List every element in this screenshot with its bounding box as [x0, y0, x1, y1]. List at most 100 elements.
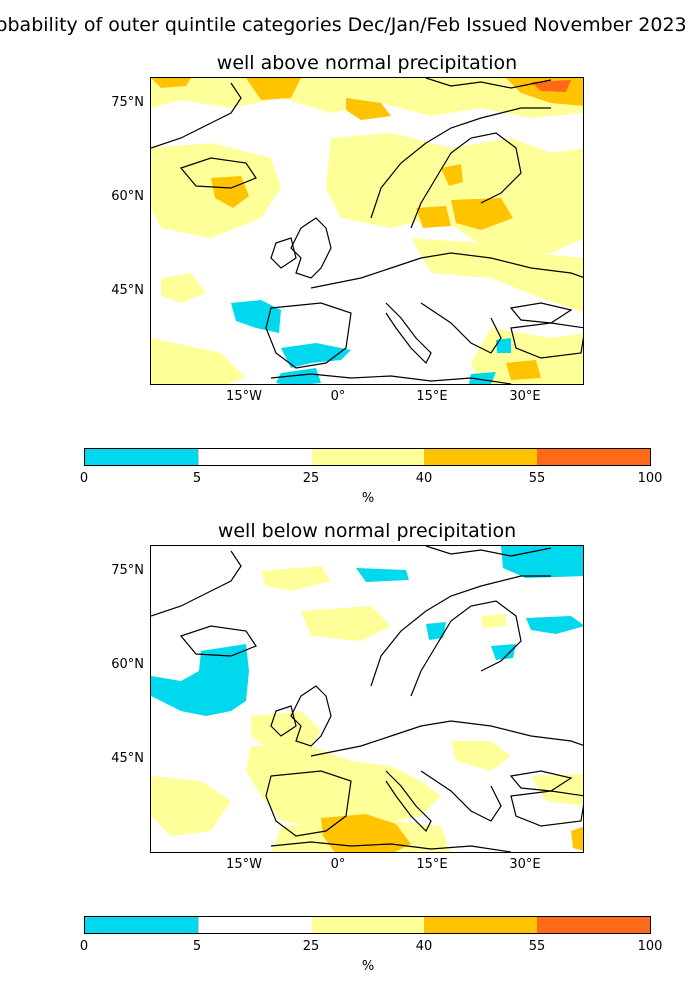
coast-ireland	[270, 237, 297, 269]
coast-italy	[385, 302, 432, 365]
coast-iberia	[265, 770, 352, 837]
shading-light-yellow	[151, 78, 583, 384]
shading-cyan	[231, 300, 511, 384]
coast-europe-main	[310, 720, 583, 757]
lat-label-60n: 60°N	[111, 657, 144, 672]
coastlines	[151, 546, 583, 852]
colorbar-tick: 5	[192, 471, 202, 486]
gold-north-3	[346, 98, 391, 120]
coast-norway	[370, 107, 551, 219]
lat-label-45n: 45°N	[111, 283, 144, 298]
shade-balkans	[451, 741, 511, 771]
colorbar-tick: 40	[415, 939, 433, 954]
coast-iceland	[179, 625, 257, 657]
shading-gold	[321, 814, 583, 852]
map-above-normal-svg	[151, 78, 583, 384]
coast-europe-main	[310, 252, 583, 289]
coast-sweden-finland	[410, 600, 522, 697]
lon-label-30e: 30°E	[509, 857, 541, 872]
cyan-sweden	[426, 622, 446, 640]
coast-iceland	[179, 157, 257, 189]
coast-iberia	[265, 302, 352, 369]
colorbar-tick: 0	[79, 471, 89, 486]
colorbar-below	[84, 916, 651, 934]
colorbar-bin-25-40	[311, 917, 425, 933]
shade-norwegian-sea	[301, 606, 391, 641]
coast-britain	[290, 685, 332, 747]
panel-title-below: well below normal precipitation	[217, 520, 517, 542]
lon-label-30e: 30°E	[509, 389, 541, 404]
cyan-finland	[491, 644, 516, 660]
shade-iberia	[246, 746, 441, 828]
shading-orange	[531, 80, 571, 92]
coast-ireland	[270, 705, 297, 737]
colorbar-bin-25-40	[311, 449, 425, 465]
colorbar-bin-0-5	[85, 917, 198, 933]
gold-east-edge	[571, 826, 583, 851]
shade-south-west	[151, 338, 246, 384]
figure-title-text: Probability of outer quintile categories…	[0, 14, 687, 36]
figure-title: Probability of outer quintile categories…	[0, 14, 700, 36]
coast-blacksea	[509, 302, 573, 324]
map-above-normal	[150, 77, 584, 385]
colorbar-bin-5-25	[197, 917, 312, 933]
colorbar-tick: 25	[302, 939, 320, 954]
coast-blacksea	[509, 770, 573, 792]
coast-italy	[385, 770, 432, 833]
colorbar-tick: 0	[79, 939, 89, 954]
lat-label-45n: 45°N	[111, 751, 144, 766]
cyan-atlantic	[231, 300, 281, 333]
colorbar-tick: 55	[528, 471, 546, 486]
gold-south-east	[506, 360, 541, 380]
lon-label-0: 0°	[330, 389, 346, 404]
lat-label-75n: 75°N	[111, 563, 144, 578]
colorbar-bin-55-100	[537, 917, 650, 933]
colorbar-tick: 40	[415, 471, 433, 486]
colorbar-bin-0-5	[85, 449, 198, 465]
colorbar-tick: 55	[528, 939, 546, 954]
colorbar-tick: 100	[637, 471, 663, 486]
coast-norway	[370, 575, 551, 687]
map-below-normal-svg	[151, 546, 583, 852]
coast-sweden-finland	[410, 132, 522, 229]
orange-north	[531, 80, 571, 92]
colorbar-tick: 25	[302, 471, 320, 486]
shade-east	[531, 774, 583, 806]
coast-britain	[290, 217, 332, 279]
shade-northsea	[326, 133, 481, 228]
shade-baltic-east	[411, 238, 583, 313]
coast-svalbard	[425, 546, 552, 557]
cyan-north-2	[501, 546, 583, 578]
gold-north-2	[246, 78, 301, 100]
lon-label-15w: 15°W	[226, 389, 262, 404]
gold-scand-1	[441, 164, 463, 186]
colorbar-bin-40-55	[424, 917, 538, 933]
shade-scandinavia	[441, 138, 583, 258]
coast-greenland	[151, 550, 242, 617]
colorbar-tick: 5	[192, 939, 202, 954]
cyan-north-1	[356, 568, 409, 582]
lon-label-15e: 15°E	[416, 857, 448, 872]
coast-balkans	[420, 770, 502, 822]
lat-label-75n: 75°N	[111, 95, 144, 110]
shade-iberia-patch	[161, 273, 206, 303]
cyan-iberia-2	[276, 368, 321, 384]
cyan-iberia-1	[281, 343, 351, 368]
shading-light-yellow	[151, 566, 583, 852]
cyan-aegean	[496, 338, 511, 353]
shade-north-patch	[261, 566, 331, 591]
colorbar-above	[84, 448, 651, 466]
panel-title-above: well above normal precipitation	[216, 52, 518, 74]
coast-svalbard	[425, 78, 552, 89]
lat-label-60n: 60°N	[111, 189, 144, 204]
colorbar-bin-5-25	[197, 449, 312, 465]
lon-label-15w: 15°W	[226, 857, 262, 872]
coast-africa	[270, 841, 512, 852]
colorbar-unit: %	[361, 491, 375, 506]
cyan-greenland-sea	[151, 644, 249, 716]
colorbar-bin-55-100	[537, 449, 650, 465]
shade-scand-small	[481, 614, 506, 628]
coast-greenland	[151, 82, 242, 149]
gold-africa	[321, 814, 411, 852]
gold-baltic	[451, 198, 513, 230]
